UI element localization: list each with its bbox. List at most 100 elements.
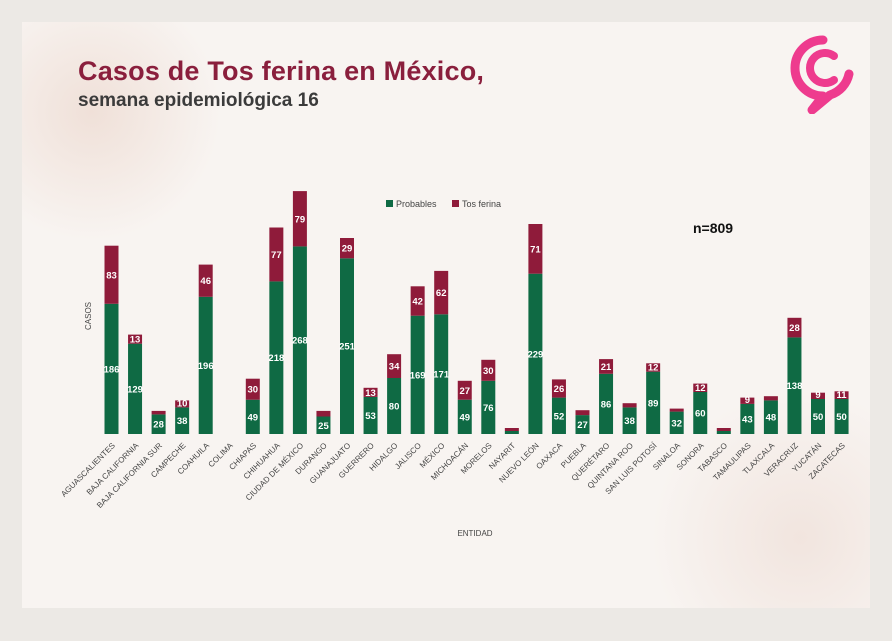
bar-probables [363,396,378,434]
legend-label-tos-ferina: Tos ferina [462,199,501,209]
bar-tos-ferina [104,245,119,304]
bar-value-label: 13 [365,388,376,399]
bar-value-label: 26 [554,384,565,395]
bar-value-label: 29 [342,244,353,255]
bar-tos-ferina [410,286,425,316]
bar-tos-ferina [175,400,190,408]
bar-probables [410,315,425,434]
bar-value-label: 38 [624,416,635,427]
bar-probables [622,407,637,434]
bar-probables [811,399,825,434]
bar-tos-ferina [457,380,472,400]
bar-value-label: 32 [671,418,682,429]
bar-tos-ferina [363,387,378,397]
bar-value-label: 30 [483,366,494,377]
bar-probables [528,273,543,434]
bar-probables [457,399,472,434]
bar-tos-ferina [693,383,708,392]
bar-value-label: 52 [554,411,565,422]
bar-value-label: 196 [198,361,214,372]
bar-value-label: 50 [836,412,847,423]
bar-probables [787,337,802,434]
bar-value-label: 27 [577,420,588,431]
bar-probables [716,431,731,434]
bar-value-label: 27 [459,386,470,397]
bar-probables [245,399,260,434]
bar-tos-ferina [245,378,260,400]
bar-probables [599,373,614,434]
bar-value-label: 30 [248,385,259,396]
slide [22,22,870,608]
bar-value-label: 169 [410,370,426,381]
bar-probables [504,431,519,434]
bar-probables [292,246,307,434]
bar-tos-ferina [646,363,661,372]
bar-tos-ferina [504,428,519,431]
bar-tos-ferina [269,227,284,282]
bar-value-label: 48 [766,413,777,424]
bar-value-label: 53 [365,411,376,422]
legend-label-probables: Probables [396,199,437,209]
bar-value-label: 49 [248,412,259,423]
bar-value-label: 268 [292,336,308,347]
bar-probables [669,411,684,434]
bar-value-label: 43 [742,414,753,425]
bar-value-label: 46 [200,276,211,287]
bar-value-label: 171 [433,370,450,381]
bar-probables [316,416,331,434]
bar-value-label: 186 [104,364,120,375]
bar-value-label: 28 [789,323,800,334]
bar-probables [269,281,284,434]
bar-value-label: 83 [106,270,117,281]
bar-value-label: 229 [527,349,543,360]
bar-tos-ferina [740,397,755,404]
bar-value-label: 80 [389,402,400,413]
bar-probables [340,258,354,434]
x-tick-label: OAXACA [534,441,564,471]
bar-probables [387,378,402,434]
bar-tos-ferina [316,410,331,417]
bar-tos-ferina [716,428,731,431]
legend-swatch-tos-ferina [452,200,459,207]
bar-tos-ferina [198,264,213,297]
bar-value-label: 9 [745,395,750,406]
bar-probables [175,407,190,434]
brand-logo-icon [790,35,854,114]
bar-tos-ferina [787,317,802,338]
bar-probables [575,415,590,434]
bar-value-label: 62 [436,288,447,299]
bar-tos-ferina [128,334,143,344]
bar-value-label: 71 [530,244,541,255]
bar-probables [646,371,661,434]
bar-value-label: 34 [389,362,400,373]
bar-tos-ferina [151,410,166,415]
bar-value-label: 28 [153,420,164,431]
sample-size-annotation: n=809 [693,220,733,236]
bar-value-label: 21 [601,362,612,373]
page-subtitle: semana epidemiológica 16 [78,90,319,111]
bar-tos-ferina [481,359,496,381]
bar-value-label: 25 [318,421,329,432]
bar-tos-ferina [551,379,566,398]
bar-tos-ferina [340,238,354,259]
bar-probables [763,400,778,434]
y-axis-label: CASOS [84,302,93,330]
bar-probables [834,399,849,434]
bar-value-label: 60 [695,409,706,420]
bar-value-label: 89 [648,398,659,409]
bar-value-label: 251 [339,342,356,353]
bar-value-label: 79 [295,214,306,225]
bar-tos-ferina [811,392,825,399]
bar-tos-ferina [575,410,590,416]
bar-value-label: 86 [601,399,612,410]
bar-probables [481,380,496,434]
bar-probables [740,403,755,434]
bar-value-label: 218 [268,353,284,364]
bar-tos-ferina [763,396,778,401]
bar-tos-ferina [292,191,307,247]
bar-probables [151,414,166,434]
bar-tos-ferina [434,270,449,315]
bar-tos-ferina [669,408,684,412]
